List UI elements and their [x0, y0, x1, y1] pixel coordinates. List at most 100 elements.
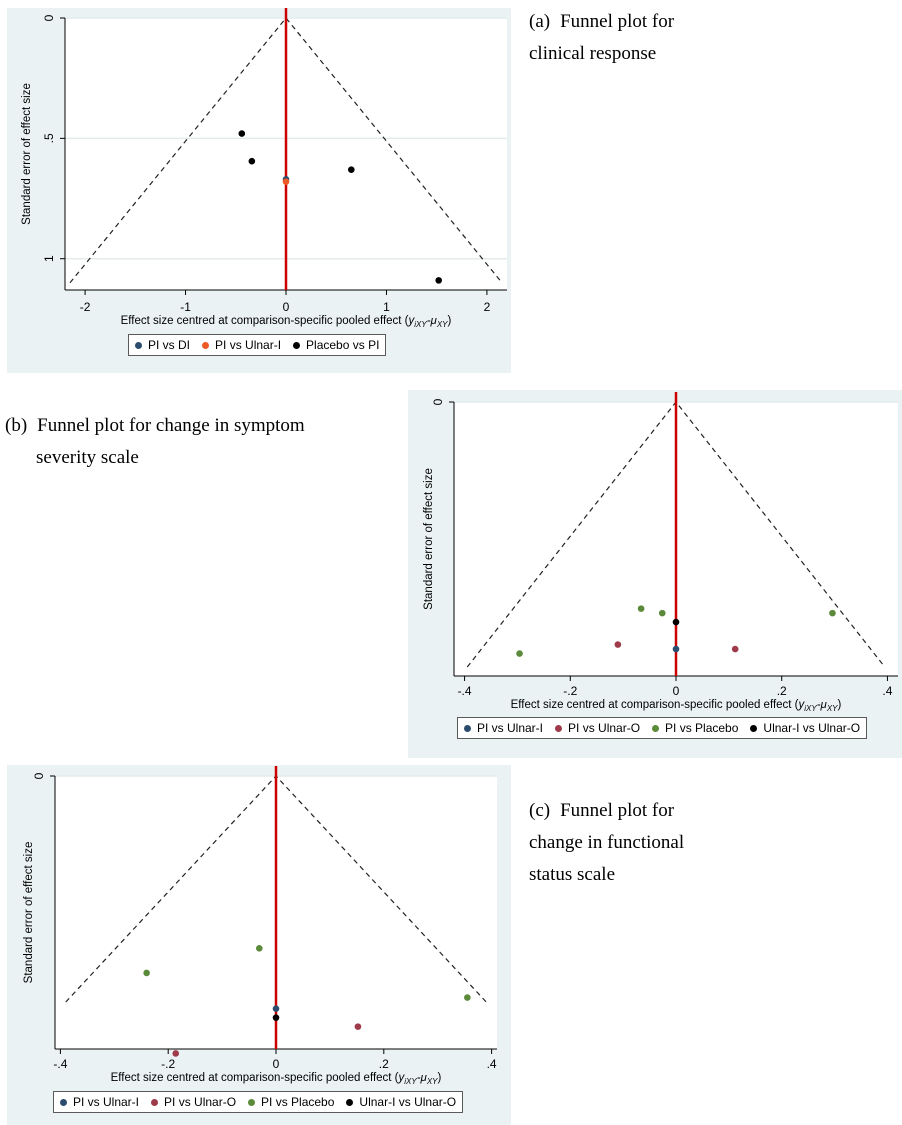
- point-1-0: [172, 1050, 180, 1057]
- x-axis-label-part-4: XY: [826, 704, 838, 713]
- y-tick-label-0: 0: [32, 772, 46, 779]
- x-tick-label-1: -1: [180, 300, 191, 314]
- legend-marker-2: [248, 1098, 256, 1106]
- x-tick-label-3: .2: [379, 1057, 389, 1071]
- x-tick-label-4: .4: [487, 1057, 497, 1071]
- x-axis-label-part-0: Effect size centred at comparison-specif…: [111, 1072, 399, 1084]
- x-axis-label-part-4: XY: [436, 320, 448, 329]
- legend-marker-3: [346, 1098, 354, 1106]
- legend-label-0: PI vs DI: [148, 338, 191, 352]
- legend-c: PI vs Ulnar-I PI vs Ulnar-O PI vs Placebo U…: [53, 1091, 464, 1113]
- legend-label-2: PI vs Placebo: [261, 1095, 335, 1109]
- point-2-0: [516, 650, 523, 657]
- x-axis-label-part-1: y: [398, 1072, 406, 1084]
- funnel-plot-c-svg: 0 -.4 -.2 0 .2 .4 Standard error of effect siz…: [23, 766, 497, 1086]
- funnel-plot-a: 0 .5 1 -2 -1 0 1 2 Standard error of effect size…: [7, 8, 511, 373]
- x-axis-label-part-3: -μ: [417, 1072, 428, 1084]
- legend-label-2: PI vs Placebo: [665, 721, 739, 735]
- legend-label-3: Ulnar-I vs Ulnar-O: [763, 721, 861, 735]
- x-axis-label-part-4: XY: [426, 1077, 438, 1086]
- y-tick-label-0: 0: [42, 14, 56, 21]
- point-3-0: [672, 618, 680, 626]
- legend-marker-1: [151, 1098, 159, 1106]
- x-tick-label-1: -.2: [563, 684, 577, 698]
- legend-item-1: PI vs Ulnar-O: [555, 721, 640, 735]
- legend-marker-0: [464, 724, 471, 732]
- legend-label-1: PI vs Ulnar-I: [215, 338, 282, 352]
- legend-item-1: PI vs Ulnar-I: [202, 338, 281, 352]
- caption-a-label: (a): [529, 11, 551, 32]
- x-tick-label-2: 0: [273, 1057, 280, 1071]
- legend-item-2: PI vs Placebo: [248, 1095, 334, 1109]
- point-3-0: [272, 1014, 280, 1021]
- x-tick-label-3: .2: [777, 684, 787, 698]
- x-axis-label-part-3: -μ: [817, 699, 828, 711]
- caption-c-line1: Funnel plot for: [560, 800, 675, 821]
- x-tick-label-0: -.4: [53, 1057, 67, 1071]
- x-axis-label-part-5: ): [438, 1072, 442, 1084]
- legend-marker-2: [652, 724, 660, 732]
- legend-item-3: Ulnar-I vs Ulnar-O: [750, 721, 860, 735]
- funnel-plot-a-svg: 0 .5 1 -2 -1 0 1 2 Standard error of effect size…: [21, 8, 507, 329]
- caption-b-line1: Funnel plot for change in symptom: [37, 415, 305, 436]
- point-2-2: [464, 994, 471, 1001]
- legend-label-1: PI vs Ulnar-O: [568, 721, 641, 735]
- caption-c-line3: status scale: [529, 864, 616, 885]
- point-1-1: [354, 1023, 362, 1030]
- caption-a: (a) Funnel plot for clinical response: [529, 6, 674, 70]
- caption-b-label: (b): [5, 415, 28, 436]
- funnel-plot-c: 0 -.4 -.2 0 .2 .4 Standard error of effect siz…: [7, 765, 511, 1125]
- x-axis-label-part-1: y: [798, 699, 806, 711]
- x-axis-label-part-2: iXY: [414, 320, 427, 329]
- legend-label-0: PI vs Ulnar-I: [477, 721, 544, 735]
- x-axis-label: Effect size centred at comparison-specif…: [111, 1072, 442, 1086]
- legend-item-0: PI vs DI: [135, 338, 190, 352]
- y-axis-label: Standard error of effect size: [423, 468, 435, 610]
- x-tick-label-2: 0: [283, 300, 290, 314]
- x-axis-label-part-5: ): [838, 699, 842, 711]
- point-2-1: [248, 157, 256, 165]
- y-axis-label: Standard error of effect size: [23, 842, 35, 984]
- x-tick-label-3: 1: [383, 300, 390, 314]
- point-1-0: [614, 641, 622, 648]
- x-axis-label-part-2: iXY: [404, 1077, 417, 1086]
- legend-label-2: Placebo vs PI: [306, 338, 380, 352]
- x-axis-label-part-3: -μ: [427, 315, 438, 327]
- caption-c: (c) Funnel plot for change in functional …: [529, 795, 684, 891]
- y-tick-label-1: .5: [42, 133, 56, 143]
- y-axis-label: Standard error of effect size: [21, 83, 33, 225]
- point-2-1: [637, 605, 645, 612]
- x-tick-label-0: -2: [80, 300, 91, 314]
- caption-a-line2: clinical response: [529, 43, 657, 64]
- y-tick-label-0: 0: [431, 398, 445, 405]
- caption-b: (b) Funnel plot for change in symptom sev…: [5, 410, 305, 474]
- legend-item-0: PI vs Ulnar-I: [60, 1095, 139, 1109]
- x-axis-label: Effect size centred at comparison-specif…: [121, 315, 452, 329]
- legend-item-2: Placebo vs PI: [293, 338, 379, 352]
- x-tick-label-4: .4: [882, 684, 892, 698]
- legend-item-1: PI vs Ulnar-O: [151, 1095, 236, 1109]
- legend-label-0: PI vs Ulnar-I: [73, 1095, 140, 1109]
- legend-item-3: Ulnar-I vs Ulnar-O: [346, 1095, 456, 1109]
- point-1-1: [731, 645, 739, 653]
- point-0-0: [672, 645, 680, 653]
- legend-item-0: PI vs Ulnar-I: [464, 721, 543, 735]
- point-1-0: [282, 178, 290, 185]
- legend-marker-1: [555, 724, 563, 732]
- x-tick-label-2: 0: [673, 684, 680, 698]
- caption-a-line1: Funnel plot for: [560, 11, 675, 32]
- legend-marker-2: [293, 341, 301, 349]
- x-tick-label-1: -.2: [161, 1057, 175, 1071]
- legend-marker-0: [60, 1098, 67, 1106]
- point-2-1: [255, 945, 263, 952]
- legend-marker-3: [750, 724, 758, 732]
- x-tick-label-4: 2: [484, 300, 491, 314]
- funnel-plot-b: 0 -.4 -.2 0 .2 .4 Standard error of effect siz…: [408, 390, 902, 758]
- legend-b: PI vs Ulnar-I PI vs Ulnar-O PI vs Placebo U…: [457, 717, 868, 739]
- y-tick-label-2: 1: [42, 255, 56, 262]
- legend-a: PI vs DI PI vs Ulnar-I Placebo vs PI: [128, 334, 387, 356]
- x-axis-label-part-5: ): [448, 315, 452, 327]
- point-2-3: [435, 277, 442, 284]
- x-axis-label-part-0: Effect size centred at comparison-specif…: [121, 315, 409, 327]
- legend-label-1: PI vs Ulnar-O: [164, 1095, 237, 1109]
